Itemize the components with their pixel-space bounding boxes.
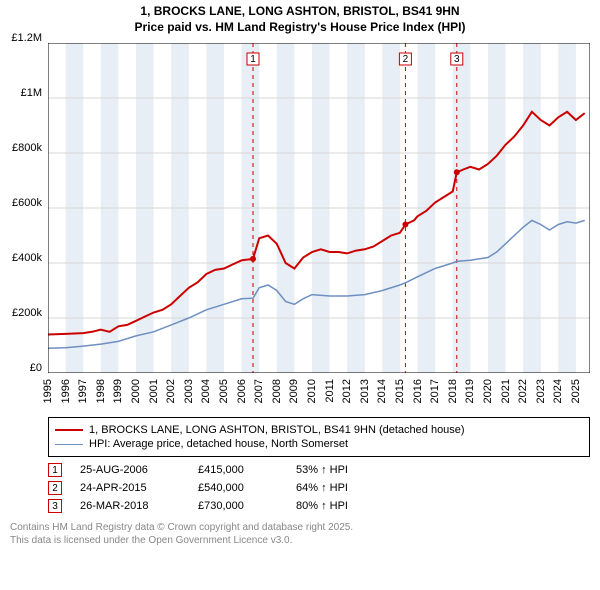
x-tick-label: 2007 [253,379,265,403]
marker-row: 2 24-APR-2015 £540,000 64% ↑ HPI [48,481,590,495]
x-tick-label: 2019 [464,379,476,403]
x-tick-label: 1999 [112,379,124,403]
legend-label: HPI: Average price, detached house, Nort… [89,438,348,450]
y-tick-label: £600k [0,197,42,209]
marker-row: 1 25-AUG-2006 £415,000 53% ↑ HPI [48,463,590,477]
footer: Contains HM Land Registry data © Crown c… [10,521,590,547]
legend-label: 1, BROCKS LANE, LONG ASHTON, BRISTOL, BS… [89,424,465,436]
marker-diff: 53% ↑ HPI [296,464,386,476]
marker-price: £540,000 [198,482,278,494]
y-tick-label: £0 [0,362,42,374]
x-tick-label: 1997 [77,379,89,403]
x-tick-label: 2025 [570,379,582,403]
x-tick-label: 2021 [500,379,512,403]
x-tick-label: 2006 [236,379,248,403]
svg-text:2: 2 [403,54,409,65]
footer-line-1: Contains HM Land Registry data © Crown c… [10,521,590,534]
marker-table: 1 25-AUG-2006 £415,000 53% ↑ HPI 2 24-APR-201… [48,463,590,513]
plot-area: 1 2 3 [48,43,590,373]
marker-number-box: 2 [48,481,62,495]
x-tick-label: 2013 [359,379,371,403]
x-axis: 1995199619971998199920002001200220032004… [48,373,590,413]
x-tick-label: 2001 [148,379,160,403]
x-tick-label: 2009 [288,379,300,403]
y-tick-label: £800k [0,142,42,154]
marker-price: £415,000 [198,464,278,476]
x-tick-label: 1995 [42,379,54,403]
marker-date: 26-MAR-2018 [80,500,180,512]
x-tick-label: 2010 [306,379,318,403]
marker-price: £730,000 [198,500,278,512]
x-tick-label: 2017 [429,379,441,403]
legend: 1, BROCKS LANE, LONG ASHTON, BRISTOL, BS… [48,417,590,457]
marker-row: 3 26-MAR-2018 £730,000 80% ↑ HPI [48,499,590,513]
x-tick-label: 2012 [341,379,353,403]
x-tick-label: 2023 [535,379,547,403]
marker-diff: 80% ↑ HPI [296,500,386,512]
legend-item: 1, BROCKS LANE, LONG ASHTON, BRISTOL, BS… [55,424,583,436]
x-tick-label: 2002 [165,379,177,403]
footer-line-2: This data is licensed under the Open Gov… [10,534,590,547]
x-tick-label: 2016 [412,379,424,403]
x-tick-label: 1998 [95,379,107,403]
y-tick-label: £200k [0,307,42,319]
marker-date: 25-AUG-2006 [80,464,180,476]
x-tick-label: 2000 [130,379,142,403]
chart-title: 1, BROCKS LANE, LONG ASHTON, BRISTOL, BS… [0,0,600,35]
legend-swatch [55,429,83,431]
y-tick-label: £1.2M [0,32,42,44]
marker-number-box: 1 [48,463,62,477]
marker-date: 24-APR-2015 [80,482,180,494]
x-tick-label: 2004 [200,379,212,403]
legend-swatch [55,444,83,445]
title-line-1: 1, BROCKS LANE, LONG ASHTON, BRISTOL, BS… [0,4,600,20]
legend-item: HPI: Average price, detached house, Nort… [55,438,583,450]
x-tick-label: 2024 [552,379,564,403]
svg-text:3: 3 [454,54,460,65]
y-tick-label: £1M [0,87,42,99]
svg-text:1: 1 [250,54,256,65]
x-tick-label: 2022 [517,379,529,403]
x-tick-label: 2008 [271,379,283,403]
x-tick-label: 2020 [482,379,494,403]
x-tick-label: 2018 [447,379,459,403]
x-tick-label: 2003 [183,379,195,403]
y-axis: £0£200k£400k£600k£800k£1M£1.2M [0,38,44,368]
x-tick-label: 2011 [324,379,336,403]
chart-svg: 1 2 3 [48,43,590,373]
y-tick-label: £400k [0,252,42,264]
title-line-2: Price paid vs. HM Land Registry's House … [0,20,600,36]
marker-number-box: 3 [48,499,62,513]
x-tick-label: 2015 [394,379,406,403]
x-tick-label: 2014 [376,379,388,403]
x-tick-label: 2005 [218,379,230,403]
x-tick-label: 1996 [60,379,72,403]
marker-diff: 64% ↑ HPI [296,482,386,494]
chart-container: 1, BROCKS LANE, LONG ASHTON, BRISTOL, BS… [0,0,600,590]
